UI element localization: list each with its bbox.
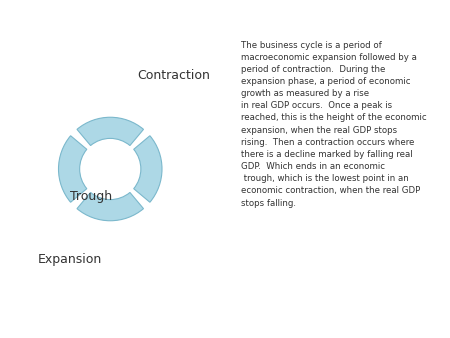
Text: Contraction: Contraction: [137, 69, 210, 82]
Wedge shape: [134, 136, 162, 202]
Text: Expansion: Expansion: [38, 252, 103, 266]
Text: The business cycle is a period of
macroeconomic expansion followed by a
period o: The business cycle is a period of macroe…: [241, 41, 427, 208]
Wedge shape: [77, 117, 144, 146]
Wedge shape: [58, 136, 87, 202]
Text: Trough: Trough: [70, 190, 112, 202]
Wedge shape: [77, 192, 144, 221]
